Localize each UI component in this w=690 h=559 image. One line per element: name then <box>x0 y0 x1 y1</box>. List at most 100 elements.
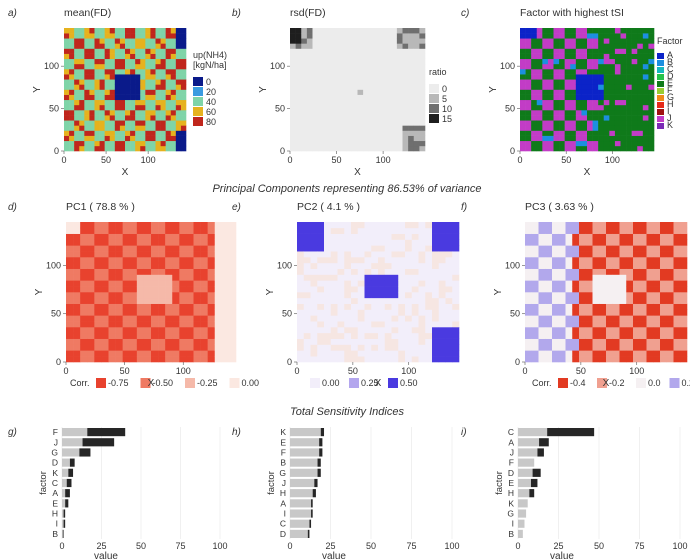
map-cell <box>108 297 116 304</box>
map-cell <box>418 233 426 240</box>
map-cell <box>432 251 440 258</box>
map-cell <box>101 268 109 275</box>
map-cell <box>585 356 593 363</box>
map-cell <box>552 350 560 357</box>
map-cell <box>301 94 308 101</box>
map-cell <box>165 84 172 90</box>
map-cell <box>609 28 616 34</box>
map-cell <box>368 43 375 49</box>
map-cell <box>129 332 138 339</box>
legend-label: H <box>667 99 674 109</box>
map-cell <box>411 233 419 240</box>
map-cell <box>603 28 610 34</box>
map-cell <box>221 350 230 357</box>
map-cell <box>290 130 296 136</box>
map-cell <box>69 115 75 121</box>
map-cell <box>69 28 75 34</box>
map-cell <box>186 356 194 363</box>
map-cell <box>581 53 588 60</box>
map-cell <box>552 280 560 287</box>
map-cell <box>558 321 566 328</box>
map-cell <box>542 69 549 75</box>
panel-letter: a) <box>8 8 17 19</box>
map-cell <box>290 135 296 142</box>
map-cell <box>129 286 138 293</box>
map-cell <box>115 327 123 334</box>
map-cell <box>542 115 549 121</box>
map-cell <box>538 303 546 310</box>
map-cell <box>151 280 159 287</box>
map-cell <box>66 315 74 322</box>
map-cell <box>145 84 151 90</box>
map-cell <box>329 135 336 142</box>
map-cell <box>295 53 302 60</box>
map-cell <box>368 120 375 126</box>
map-cell <box>186 315 194 322</box>
map-cell <box>559 74 565 80</box>
map-cell <box>310 297 318 304</box>
map-cell <box>536 94 543 101</box>
map-cell <box>614 89 621 95</box>
map-cell <box>413 84 420 90</box>
map-cell <box>151 251 159 258</box>
map-cell <box>368 63 375 70</box>
map-cell <box>64 120 70 126</box>
map-cell <box>170 84 177 90</box>
map-cell <box>180 120 187 126</box>
map-cell <box>637 53 644 60</box>
map-cell <box>631 38 638 44</box>
map-cell <box>186 292 194 299</box>
map-cell <box>385 104 392 111</box>
map-cell <box>228 309 237 316</box>
map-cell <box>73 321 81 328</box>
map-cell <box>94 145 100 152</box>
map-cell <box>73 350 81 357</box>
bar-segment <box>320 428 325 437</box>
x-tick-label: 50 <box>136 541 146 551</box>
map-cell <box>200 222 208 229</box>
map-cell <box>323 69 330 75</box>
map-cell <box>565 262 573 269</box>
map-cell <box>160 38 166 44</box>
map-cell <box>374 110 381 116</box>
map-cell <box>631 28 638 34</box>
map-cell <box>581 115 588 121</box>
map-cell <box>398 227 406 234</box>
map-cell <box>80 222 88 229</box>
map-cell <box>344 292 352 299</box>
map-cell <box>69 69 75 75</box>
map-cell <box>520 145 526 152</box>
map-cell <box>214 268 223 275</box>
map-cell <box>581 89 588 95</box>
map-cell <box>165 33 172 39</box>
map-cell <box>405 344 413 351</box>
map-cell <box>384 297 392 304</box>
map-cell <box>438 338 446 345</box>
map-cell <box>646 350 654 357</box>
map-cell <box>398 245 406 252</box>
map-cell <box>172 280 180 287</box>
map-cell <box>193 257 201 264</box>
map-cell <box>179 332 187 339</box>
map-cell <box>592 315 600 322</box>
map-cell <box>452 251 460 258</box>
map-cell <box>572 222 580 229</box>
map-cell <box>364 303 372 310</box>
map-cell <box>179 233 187 240</box>
map-cell <box>136 321 145 328</box>
map-cell <box>425 292 433 299</box>
map-cell <box>170 115 177 121</box>
map-cell <box>324 233 332 240</box>
map-cell <box>639 274 647 281</box>
map-cell <box>87 286 95 293</box>
bar-segment <box>62 428 88 437</box>
map-cell <box>143 227 152 234</box>
map-cell <box>89 28 95 34</box>
map-cell <box>136 280 145 287</box>
map-cell <box>175 43 182 49</box>
map-cell <box>357 222 365 229</box>
map-cell <box>297 227 305 234</box>
map-cell <box>136 268 145 275</box>
map-cell <box>564 94 571 101</box>
map-cell <box>525 245 533 252</box>
